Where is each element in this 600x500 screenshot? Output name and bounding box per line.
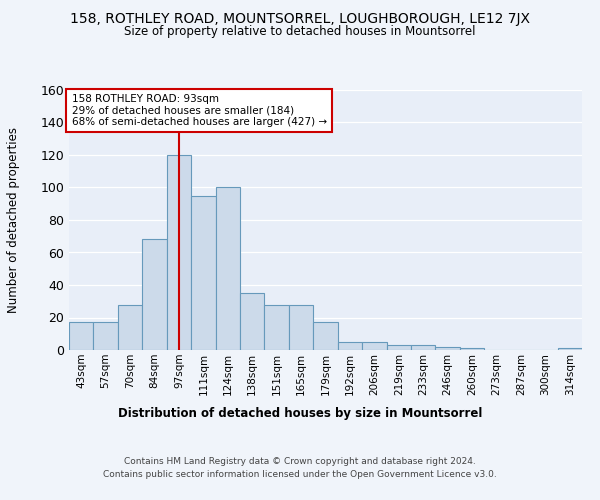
Text: Size of property relative to detached houses in Mountsorrel: Size of property relative to detached ho… [124, 25, 476, 38]
Bar [411, 345, 436, 350]
Text: Contains HM Land Registry data © Crown copyright and database right 2024.: Contains HM Land Registry data © Crown c… [124, 458, 476, 466]
Bar [69, 322, 94, 350]
Bar [191, 196, 215, 350]
Text: Contains public sector information licensed under the Open Government Licence v3: Contains public sector information licen… [103, 470, 497, 479]
Text: Distribution of detached houses by size in Mountsorrel: Distribution of detached houses by size … [118, 408, 482, 420]
Bar [215, 188, 240, 350]
Bar [118, 304, 142, 350]
Bar [557, 348, 582, 350]
Bar [167, 155, 191, 350]
Bar [460, 348, 484, 350]
Bar [386, 345, 411, 350]
Bar [313, 322, 338, 350]
Text: 158 ROTHLEY ROAD: 93sqm
29% of detached houses are smaller (184)
68% of semi-det: 158 ROTHLEY ROAD: 93sqm 29% of detached … [71, 94, 326, 127]
Bar [338, 342, 362, 350]
Bar [362, 342, 386, 350]
Bar [142, 240, 167, 350]
Bar [289, 304, 313, 350]
Bar [94, 322, 118, 350]
Bar [240, 293, 265, 350]
Bar [265, 304, 289, 350]
Y-axis label: Number of detached properties: Number of detached properties [7, 127, 20, 313]
Text: 158, ROTHLEY ROAD, MOUNTSORREL, LOUGHBOROUGH, LE12 7JX: 158, ROTHLEY ROAD, MOUNTSORREL, LOUGHBOR… [70, 12, 530, 26]
Bar [436, 347, 460, 350]
